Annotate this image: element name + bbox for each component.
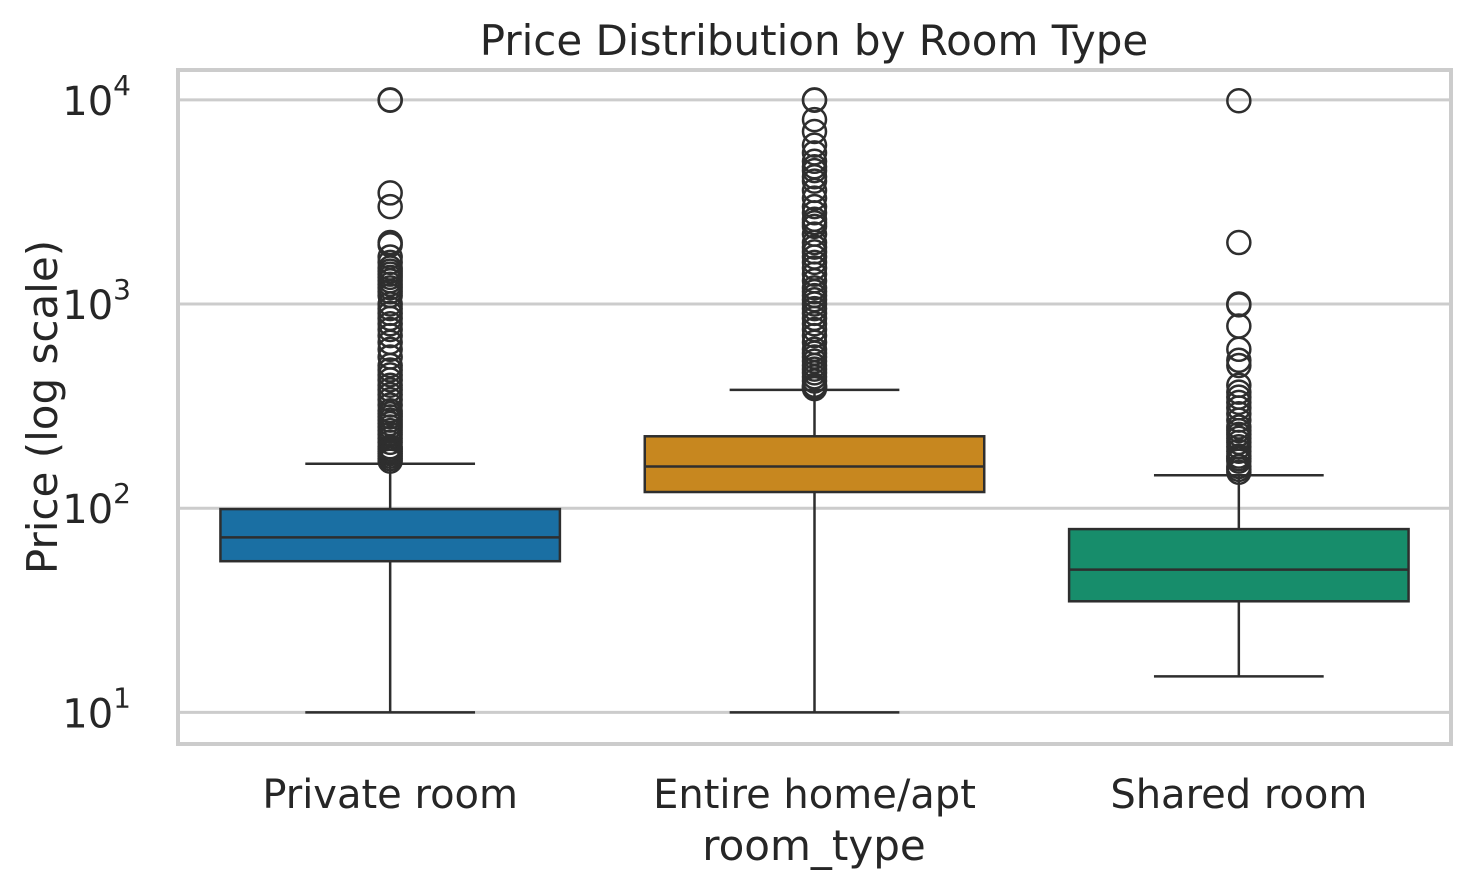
outlier-point	[801, 193, 828, 220]
y-tick-base: 10	[62, 487, 113, 533]
y-tick-exponent: 2	[113, 477, 131, 510]
outlier-point	[1226, 352, 1252, 379]
y-axis-label: Price (log scale)	[18, 240, 67, 574]
chart-title: Price Distribution by Room Type	[480, 16, 1148, 65]
y-tick-label: 104	[62, 69, 131, 125]
y-tick-base: 10	[62, 691, 113, 737]
outlier-point	[377, 322, 403, 349]
outlier-point	[801, 322, 828, 349]
outlier-point	[801, 249, 828, 276]
outlier-point	[1226, 459, 1252, 485]
outlier-point	[801, 106, 828, 133]
outlier-point	[801, 185, 828, 211]
outlier-point	[801, 168, 828, 194]
x-tick-label: Private room	[262, 772, 518, 818]
x-tick-label: Entire home/apt	[653, 772, 976, 818]
box-group	[219, 87, 562, 714]
outlier-point	[1226, 229, 1252, 256]
outlier-point	[801, 261, 828, 287]
outlier-point	[801, 213, 828, 240]
y-tick-exponent: 3	[113, 273, 131, 306]
outlier-point	[801, 199, 828, 226]
outlier-point	[377, 316, 403, 343]
iqr-box	[1067, 527, 1410, 603]
outlier-point	[1226, 389, 1252, 416]
outlier-point	[801, 375, 828, 402]
outlier-point	[801, 157, 828, 184]
x-tick-labels: Private room Entire home/apt Shared room	[262, 772, 1367, 818]
y-tick-base: 10	[62, 79, 113, 125]
x-tick-label: Shared room	[1110, 772, 1367, 818]
plot-frame	[176, 68, 1453, 746]
outlier-point	[1226, 87, 1252, 114]
outlier-point	[801, 311, 828, 337]
outlier-point	[1226, 401, 1252, 427]
outlier-point	[1226, 292, 1252, 318]
outlier-point	[801, 118, 828, 145]
outlier-point	[377, 336, 403, 363]
y-tick-label: 102	[62, 477, 131, 533]
outlier-point	[377, 87, 403, 114]
iqr-box	[643, 435, 986, 494]
outlier-point	[1226, 336, 1252, 363]
outlier-point	[377, 448, 403, 474]
y-tick-label: 101	[62, 681, 131, 737]
outlier-point	[377, 180, 403, 206]
y-tick-exponent: 1	[113, 681, 131, 714]
outlier-point	[801, 87, 828, 114]
box-group	[643, 87, 986, 714]
outlier-point	[801, 132, 828, 158]
box-group	[1067, 87, 1410, 678]
iqr-box	[219, 507, 562, 563]
y-tick-label: 103	[62, 273, 131, 329]
outlier-point	[377, 193, 403, 220]
x-axis-label: room_type	[702, 821, 925, 870]
y-tick-exponent: 4	[113, 69, 131, 102]
boxes-layer	[219, 87, 1410, 714]
outlier-point	[1226, 313, 1252, 339]
y-tick-base: 10	[62, 283, 113, 329]
outlier-point	[377, 311, 403, 337]
